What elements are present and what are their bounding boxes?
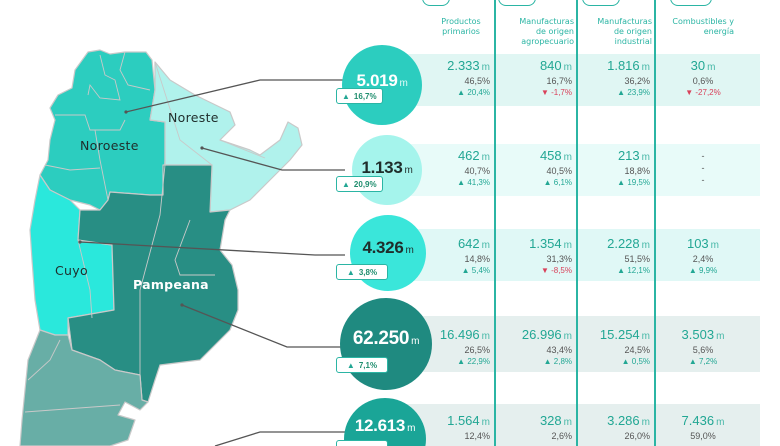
change-badge: ▲ 20,9% [336,176,383,192]
cell-moi: 2.228 m 51,5% ▲ 12,1% [607,236,650,275]
map-shapes [19,49,303,446]
up-arrow-icon: ▲ [543,178,554,187]
region-label-noroeste: Noroeste [80,138,139,153]
up-arrow-icon: ▲ [688,266,699,275]
cye-icon [670,0,712,6]
up-arrow-icon: ▲ [346,360,355,370]
row-bg-patagonia [402,404,760,446]
total-bubble[interactable]: 5.019 m [342,45,422,125]
change-badge: ▲ 3,8% [336,264,388,280]
cell-moa: 26.996 m 43,4% ▲ 2,8% [521,327,572,366]
cell-cye: 3.503 m 5,6% ▲ 7,2% [681,327,725,366]
up-arrow-icon: ▲ [457,357,468,366]
region-label-pampeana: Pampeana [133,277,209,292]
cell-moa: 1.354 m 31,3% ▼ -8,5% [529,236,572,275]
argentina-region-map: Noreste Noroeste Cuyo Pampeana [0,0,320,446]
up-arrow-icon: ▲ [617,88,628,97]
up-arrow-icon: ▲ [617,178,628,187]
up-arrow-icon: ▲ [543,357,554,366]
cell-cye: 30 m 0,6% ▼ -27,2% [685,58,721,97]
cell-cye: - - - [701,151,705,185]
column-divider [576,0,578,446]
cell-pp: 1.564 m 12,4% [447,413,490,441]
cell-pp: 642 m 14,8% ▲ 5,4% [457,236,490,275]
cell-pp: 16.496 m 26,5% ▲ 22,9% [439,327,490,366]
cell-cye: 103 m 2,4% ▲ 9,9% [686,236,720,275]
down-arrow-icon: ▼ [540,88,552,97]
up-arrow-icon: ▲ [457,88,468,97]
up-arrow-icon: ▲ [688,357,699,366]
column-divider [494,0,496,446]
region-total: 5.019 m [356,71,408,90]
up-arrow-icon: ▲ [346,267,355,277]
column-header-cye: Combustibles y energía [672,17,734,36]
column-header-moi: Manufacturas de origen industrial [597,17,652,46]
cell-moa: 328 m 2,6% [539,413,572,441]
region-cuyo[interactable] [29,174,115,336]
up-arrow-icon: ▲ [457,178,468,187]
total-bubble[interactable]: 62.250 m [340,298,432,390]
row-bg-cuyo [402,229,760,281]
row-bg-pampeana [402,316,760,372]
change-badge: ▲ 16,7% [336,88,383,104]
cell-moi: 15.254 m 24,5% ▲ 0,5% [599,327,650,366]
cell-moa: 458 m 40,5% ▲ 6,1% [539,148,572,187]
column-header-pp: Productos primarios [441,17,481,36]
region-patagonia[interactable] [19,329,149,446]
moa-icon [498,0,536,6]
region-label-cuyo: Cuyo [55,263,88,278]
up-arrow-icon: ▲ [461,266,472,275]
region-label-noreste: Noreste [168,110,219,125]
region-total: 4.326 m [362,238,414,257]
cell-moa: 840 m 16,7% ▼ -1,7% [539,58,572,97]
category-icons: PP MOA MOI CyE [0,0,780,8]
total-bubble[interactable]: 1.133 m [352,135,422,205]
change-badge [336,440,388,446]
change-badge: ▲ 7,1% [336,357,388,373]
down-arrow-icon: ▼ [685,88,696,97]
cell-pp: 2.333 m 46,5% ▲ 20,4% [447,58,490,97]
row-bg-noroeste [402,54,760,106]
region-total: 62.250 m [352,328,420,349]
up-arrow-icon: ▲ [617,266,628,275]
pp-icon [422,0,450,6]
row-bg-noreste [402,144,760,196]
column-divider [654,0,656,446]
column-header-moa: Manufacturas de origen agropecuario [519,17,574,46]
region-total: 12.613 m [354,416,416,435]
up-arrow-icon: ▲ [342,179,350,189]
down-arrow-icon: ▼ [540,266,552,275]
up-arrow-icon: ▲ [621,357,632,366]
cell-moi: 213 m 18,8% ▲ 19,5% [617,148,650,187]
region-total: 1.133 m [361,158,413,177]
up-arrow-icon: ▲ [342,91,350,101]
cell-pp: 462 m 40,7% ▲ 41,3% [457,148,490,187]
cell-moi: 1.816 m 36,2% ▲ 23,9% [607,58,650,97]
moi-icon [582,0,620,6]
cell-cye: 7.436 m 59,0% [681,413,725,441]
cell-moi: 3.286 m 26,0% [607,413,650,441]
